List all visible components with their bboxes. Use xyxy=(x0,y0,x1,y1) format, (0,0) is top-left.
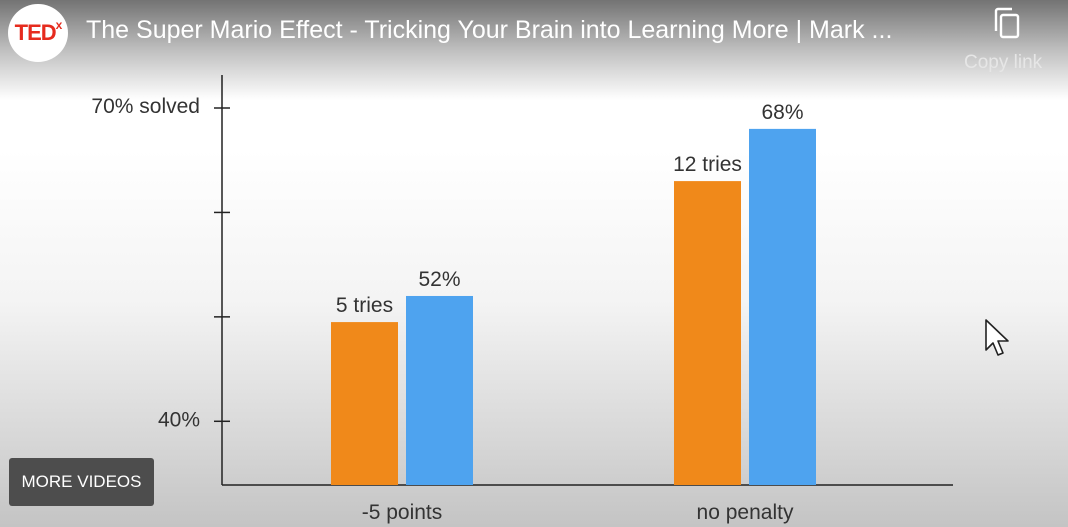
chart-bars xyxy=(331,128,816,486)
video-title[interactable]: The Super Mario Effect - Tricking Your B… xyxy=(86,16,893,44)
bar-tries xyxy=(674,181,741,486)
bar-data-label: 5 tries xyxy=(336,294,393,317)
ted-logo: TEDx xyxy=(14,17,63,45)
chart-labels: 70% solved 40% 5 tries 52% -5 points 12 tries… xyxy=(91,95,803,524)
x-category-label: no penalty xyxy=(697,501,794,524)
more-videos-button[interactable]: MORE VIDEOS xyxy=(9,458,154,506)
x-category-label: -5 points xyxy=(362,501,443,524)
mouse-pointer-icon xyxy=(985,319,1009,356)
bar-percent xyxy=(749,128,816,486)
title-overlay xyxy=(0,0,1068,100)
copy-icon xyxy=(994,7,1020,39)
bar-tries xyxy=(331,322,398,485)
channel-avatar[interactable]: TEDx xyxy=(8,4,68,62)
copy-link-button[interactable]: Copy link xyxy=(960,4,1056,74)
y-tick-label: 40% xyxy=(158,408,200,431)
y-tick-label: 70% solved xyxy=(91,95,200,118)
chart-axes xyxy=(214,75,953,486)
bar-data-label: 68% xyxy=(761,101,803,124)
bar-data-label: 12 tries xyxy=(673,153,742,176)
copy-link-label: Copy link xyxy=(964,52,1043,73)
bar-percent xyxy=(406,295,473,485)
bar-data-label: 52% xyxy=(418,268,460,291)
